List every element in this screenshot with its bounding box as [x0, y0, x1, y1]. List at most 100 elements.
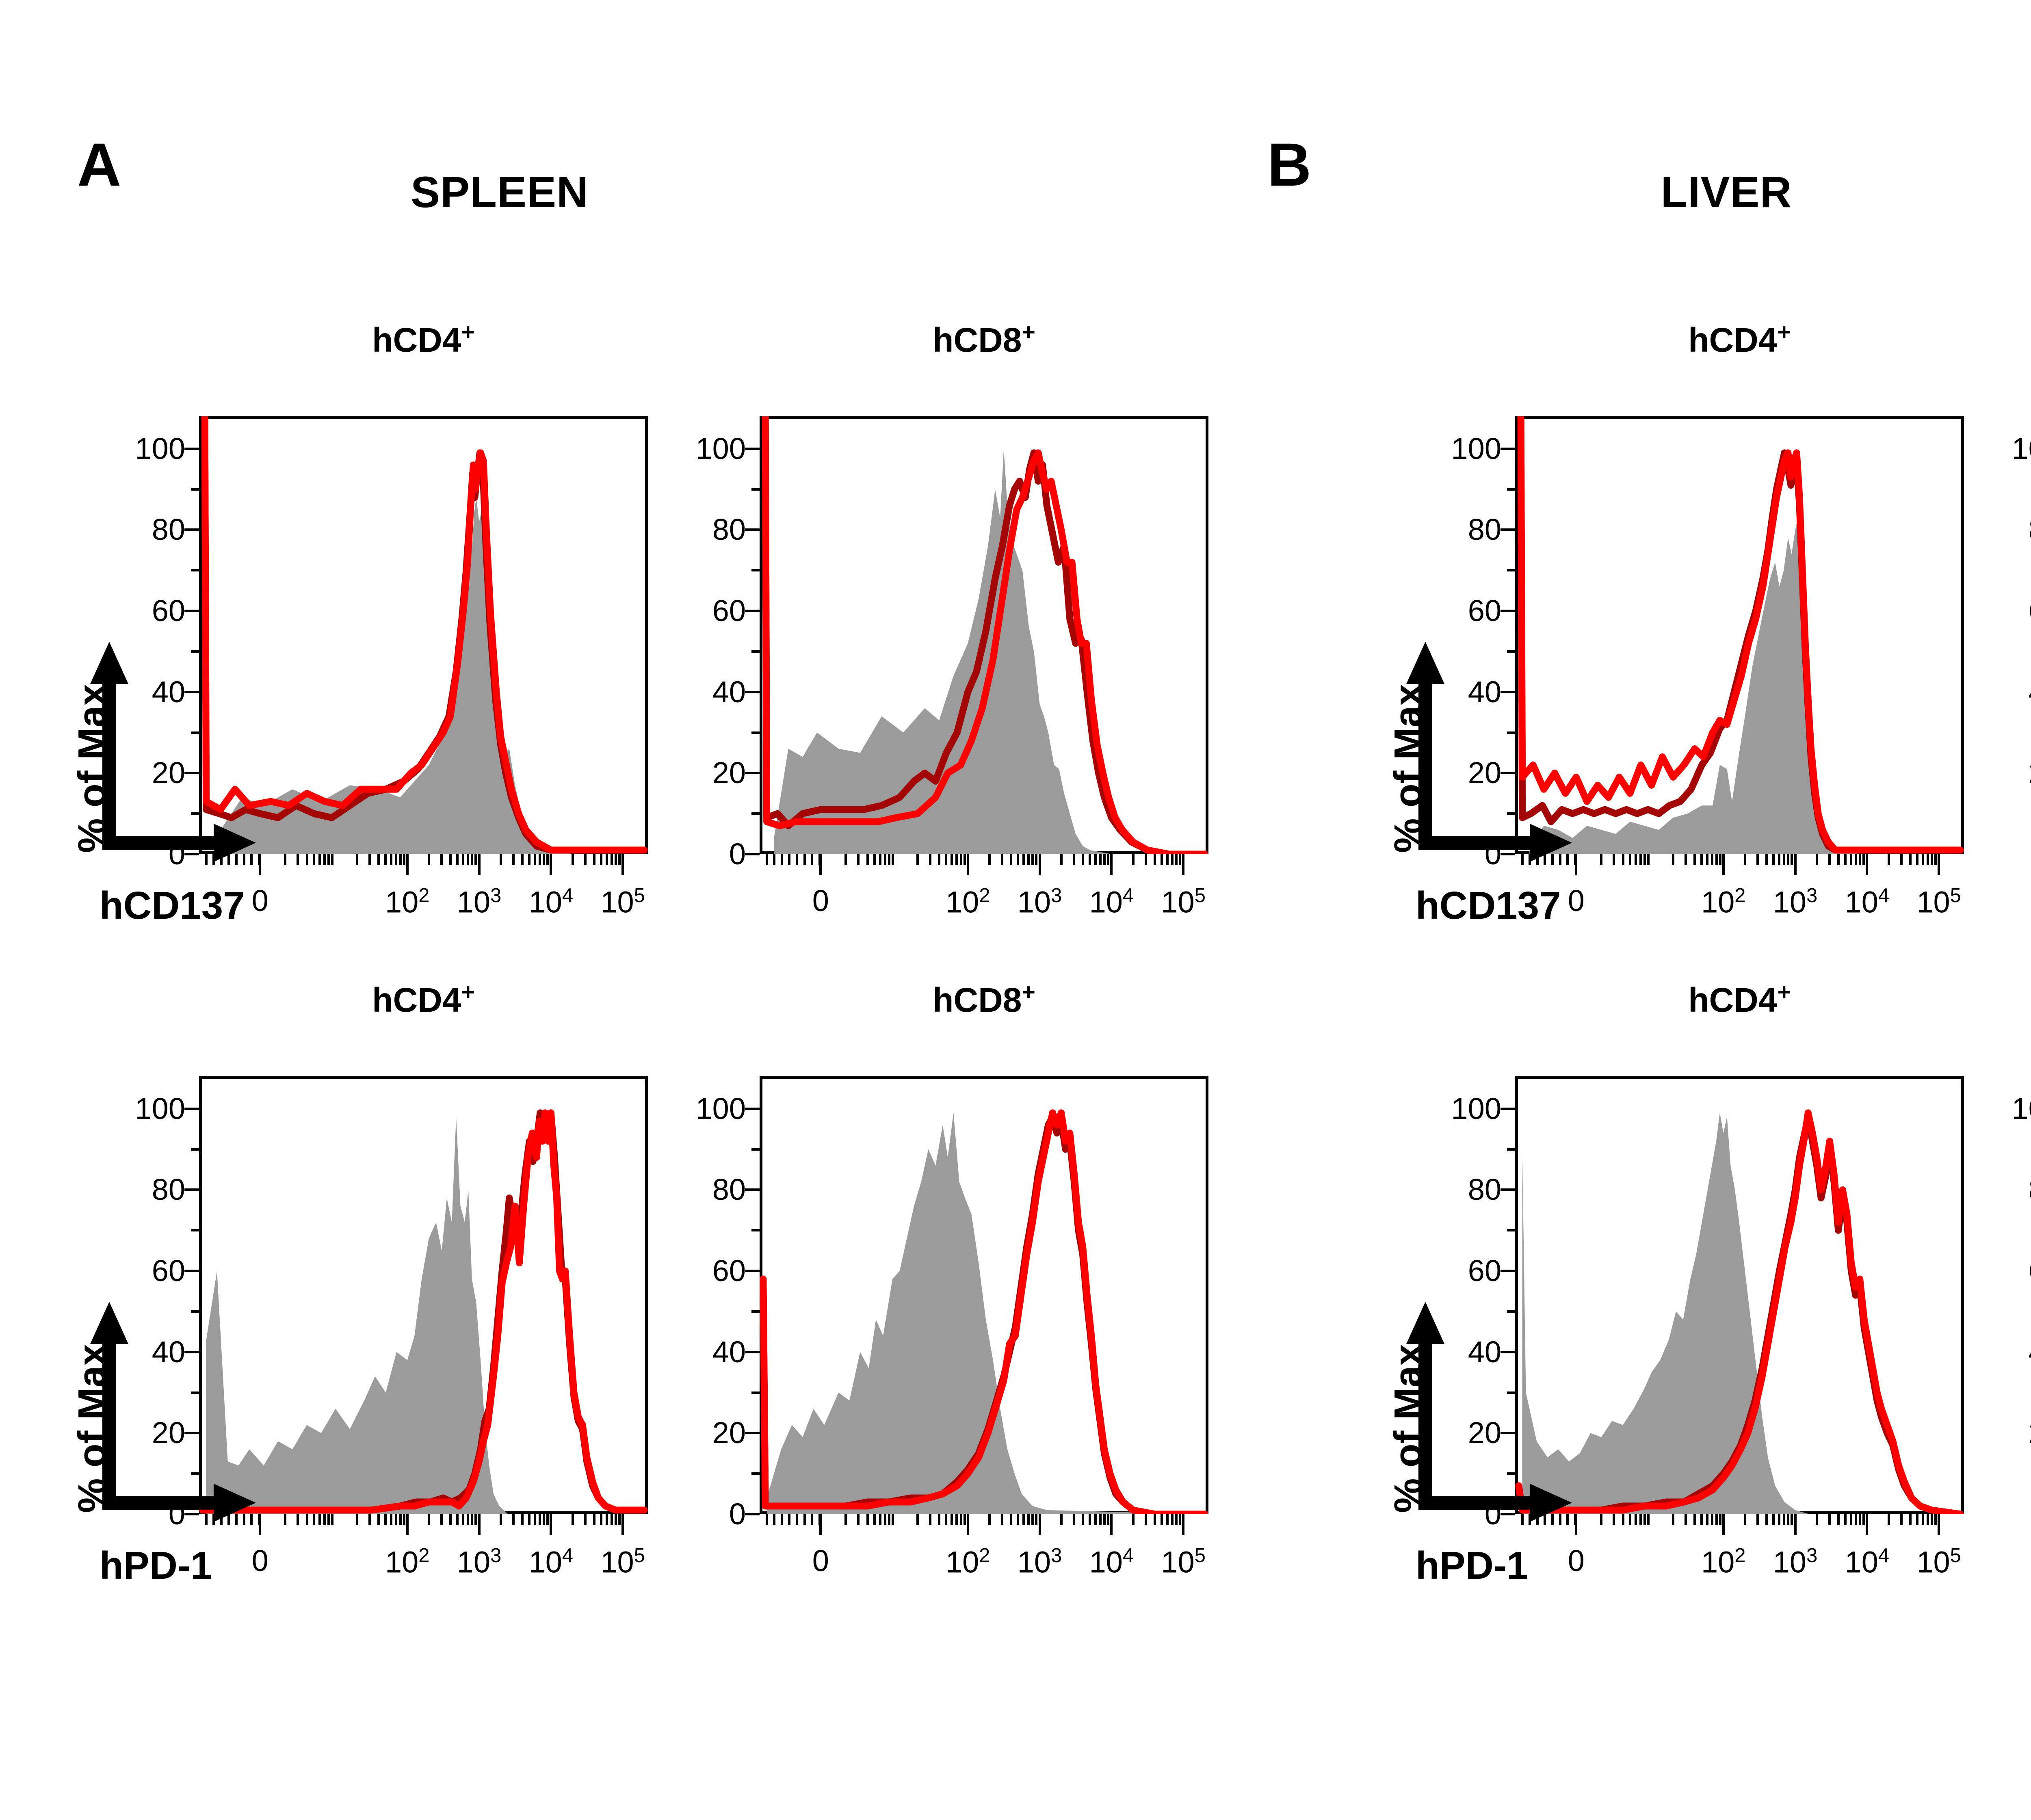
y-tick-major [184, 690, 199, 693]
x-tick-label: 103 [457, 885, 502, 919]
y-tick-label: 80 [152, 1173, 185, 1207]
y-tick-minor [751, 812, 760, 815]
x-tick-major [819, 1514, 822, 1535]
y-tick-minor [1507, 569, 1515, 572]
x-axis-title: hPD-1 [100, 1544, 212, 1587]
y-tick-major [745, 1513, 760, 1515]
x-tick-minor [1010, 1514, 1013, 1525]
x-tick-minor [773, 1514, 776, 1525]
y-tick-minor [1507, 731, 1515, 734]
x-tick-minor [951, 854, 953, 865]
y-tick-minor [1507, 650, 1515, 653]
subplot-title: hCD8+ [933, 979, 1035, 1019]
x-tick-minor [1778, 854, 1781, 865]
x-tick-minor [1613, 1514, 1615, 1525]
y-tick-minor [191, 650, 199, 653]
x-tick-minor [916, 854, 919, 865]
y-tick-minor [751, 731, 760, 734]
x-tick-minor [1850, 1514, 1853, 1525]
y-tick-major [1501, 1107, 1515, 1110]
subplot-title: hCD4+ [1688, 319, 1791, 359]
x-tick-minor [512, 854, 515, 865]
histogram-cell-a-hcd137-hcd8: hCD8+ 0 20 40 60 80 100 0 102 103 104 105 [696, 320, 1208, 1065]
y-tick-major [745, 610, 760, 612]
y-tick-minor [751, 1391, 760, 1394]
x-tick-minor [395, 854, 398, 865]
x-tick-label: 103 [457, 1545, 502, 1579]
y-tick-major [1501, 772, 1515, 775]
x-tick-minor [1787, 854, 1790, 865]
x-tick-minor [1719, 1514, 1721, 1525]
x-tick-minor [1916, 854, 1918, 865]
x-tick-minor [955, 854, 958, 865]
x-tick-minor [614, 854, 617, 865]
y-tick-label: 80 [712, 513, 746, 547]
x-tick-minor [1022, 854, 1025, 865]
x-tick-minor [1566, 854, 1569, 865]
x-tick-minor [1815, 1514, 1818, 1525]
x-tick-major [1038, 854, 1041, 875]
y-tick-minor [1507, 1229, 1515, 1232]
x-tick-minor [440, 854, 443, 865]
histogram-traces [1515, 416, 1964, 854]
x-tick-minor [916, 1514, 919, 1525]
x-tick-minor [1175, 1514, 1178, 1525]
y-tick-label: 40 [712, 675, 746, 709]
x-tick-minor [1144, 1514, 1147, 1525]
x-tick-minor [795, 1514, 798, 1525]
x-tick-minor [1559, 1514, 1561, 1525]
x-tick-major [1938, 1514, 1940, 1535]
x-tick-minor [323, 854, 326, 865]
x-tick-label: 0 [251, 884, 268, 918]
y-tick-major [184, 528, 199, 531]
x-axis-title: hPD-1 [1416, 1544, 1529, 1587]
y-tick-minor [191, 1472, 199, 1475]
x-axis-arrowhead [1530, 824, 1572, 862]
x-tick-minor [1132, 1514, 1135, 1525]
x-tick-minor [600, 1514, 602, 1525]
x-tick-minor [1859, 1514, 1862, 1525]
x-tick-minor [1887, 854, 1890, 865]
x-tick-minor [1001, 1514, 1004, 1525]
x-tick-minor [1719, 854, 1721, 865]
y-tick-major [745, 853, 760, 855]
subplot-title: hCD4+ [1688, 979, 1791, 1019]
x-tick-major [550, 1514, 552, 1535]
x-tick-minor [1700, 1514, 1703, 1525]
x-tick-minor [546, 1514, 549, 1525]
x-tick-minor [593, 1514, 595, 1525]
y-tick-label: 100 [695, 431, 746, 465]
x-tick-minor [297, 854, 299, 865]
x-tick-minor [499, 1514, 502, 1525]
control-histogram-fill [766, 1112, 1205, 1514]
y-tick-label: 80 [712, 1173, 746, 1207]
histogram-traces [1515, 1076, 1964, 1514]
x-tick-minor [883, 1514, 886, 1525]
x-tick-minor [399, 1514, 402, 1525]
x-tick-minor [305, 854, 308, 865]
y-tick-major [184, 1432, 199, 1435]
x-tick-minor [449, 1514, 452, 1525]
y-tick-major [745, 1188, 760, 1191]
x-tick-minor [243, 1514, 245, 1525]
x-tick-minor [765, 854, 768, 865]
x-tick-minor [512, 1514, 515, 1525]
y-tick-major [184, 447, 199, 450]
panel-title-spleen: SPLEEN [410, 167, 589, 216]
x-tick-minor [1160, 1514, 1163, 1525]
x-tick-label: 0 [812, 1544, 829, 1578]
histogram-cell-a-hpd1-hcd8: hCD8+ 0 20 40 60 80 100 0 102 103 104 105 [696, 979, 1208, 1725]
y-tick-major [745, 447, 760, 450]
x-tick-minor [1850, 854, 1853, 865]
x-tick-minor [399, 854, 402, 865]
x-tick-major [478, 1514, 481, 1535]
y-tick-label: 0 [729, 837, 746, 871]
x-tick-label: 102 [385, 885, 430, 919]
y-tick-label: 80 [1468, 1173, 1501, 1207]
x-tick-label: 104 [1089, 1545, 1134, 1579]
x-tick-minor [584, 854, 587, 865]
y-axis-arrowhead [90, 1302, 128, 1344]
histogram-traces [760, 416, 1208, 854]
x-tick-minor [1772, 854, 1775, 865]
x-tick-minor [1700, 854, 1703, 865]
